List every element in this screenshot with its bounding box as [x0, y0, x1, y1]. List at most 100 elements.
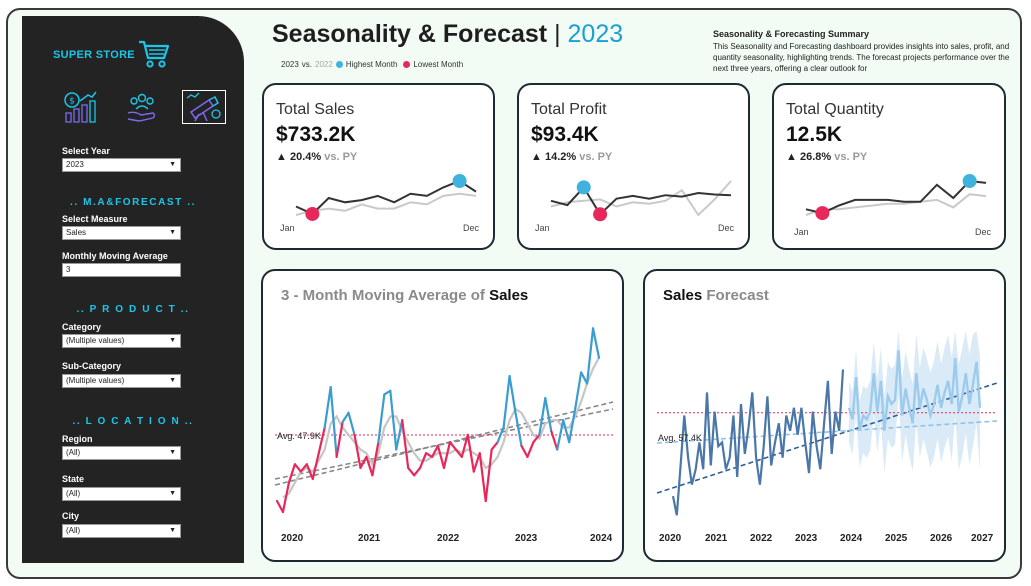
select-measure-dropdown[interactable]: Sales ▼ [62, 226, 181, 240]
lowest-month-marker [815, 206, 830, 221]
average-label: Avg. 47.9K [277, 431, 321, 441]
select-measure-value: Sales [66, 228, 87, 237]
forecast-sales-line [847, 350, 982, 432]
sales-segment [287, 463, 296, 484]
kpi-delta: ▲ 20.4% vs. PY [276, 151, 358, 163]
kpi-title: Total Sales [276, 101, 355, 118]
kpi-card-profit[interactable]: Total Profit $93.4K ▲ 14.2% vs. PY Jan D… [517, 83, 750, 250]
trend-line [274, 408, 614, 480]
sales-segment [574, 371, 583, 411]
x-tick-label: 2021 [358, 533, 381, 544]
chevron-down-icon: ▼ [169, 229, 176, 236]
select-year-value: 2023 [66, 160, 84, 169]
kpi-delta: ▲ 26.8% vs. PY [786, 151, 868, 163]
sales-segment [454, 448, 463, 458]
kpi-card-quantity[interactable]: Total Quantity 12.5K ▲ 26.8% vs. PY Jan … [772, 83, 1006, 250]
select-year-dropdown[interactable]: 2023 ▼ [62, 158, 181, 172]
sales-segment [520, 444, 529, 458]
prev-year-line [550, 180, 732, 217]
select-year-label: Select Year [62, 146, 110, 156]
sales-segment [353, 433, 362, 470]
sales-segment [407, 466, 416, 477]
title-year: 2023 [567, 20, 624, 48]
sales-segment [371, 441, 380, 477]
spark-end-label: Dec [718, 223, 735, 233]
sales-segment [436, 444, 446, 470]
chevron-down-icon: ▼ [169, 377, 176, 384]
region-dropdown[interactable]: (All) ▼ [62, 446, 181, 460]
chart-title-suffix: Forecast [706, 287, 769, 304]
forecast-chart-card[interactable]: Sales Forecast Avg. 57.4K 2020 2021 2022 20… [643, 269, 1006, 562]
brand-label: SUPER STORE [53, 49, 135, 61]
prev-year-line [295, 192, 477, 216]
sales-segment [389, 389, 398, 451]
current-year-line [295, 179, 477, 216]
legend-highest-month: Highest Month [345, 60, 398, 69]
legend-current-year: 2023 [281, 60, 299, 69]
x-tick-label: 2024 [840, 533, 863, 544]
location-section-title: .. L O C A T I O N .. [72, 416, 194, 427]
city-value: (All) [66, 526, 81, 535]
sales-segment [329, 386, 338, 458]
sales-segment [442, 441, 452, 470]
state-label: State [62, 474, 85, 484]
kpi-card-sales[interactable]: Total Sales $733.2K ▲ 20.4% vs. PY Jan D… [262, 83, 495, 250]
sales-growth-icon[interactable]: $ [58, 90, 102, 124]
kpi-delta-value: 20.4% [289, 151, 322, 163]
subcategory-dropdown[interactable]: (Multiple values) ▼ [62, 374, 181, 388]
sales-segment [275, 499, 285, 514]
highest-month-dot-icon [335, 61, 343, 68]
category-dropdown[interactable]: (Multiple values) ▼ [62, 334, 181, 348]
sales-segment [335, 420, 344, 458]
kpi-title: Total Profit [531, 101, 607, 118]
chevron-down-icon: ▼ [169, 337, 176, 344]
svg-text:$: $ [69, 97, 75, 107]
chevron-down-icon: ▼ [169, 527, 176, 534]
city-dropdown[interactable]: (All) ▼ [62, 524, 181, 538]
sparkline [550, 180, 732, 222]
sales-segment [424, 452, 434, 458]
spark-end-label: Dec [975, 227, 992, 237]
moving-average-label: Monthly Moving Average [62, 251, 168, 261]
sales-segment [508, 374, 517, 414]
customers-hand-icon[interactable] [120, 90, 164, 124]
forecast-chart [656, 331, 998, 516]
sales-segment [526, 441, 535, 458]
state-value: (All) [66, 489, 81, 498]
sales-segment [305, 463, 314, 481]
moving-average-input[interactable]: 3 [62, 263, 181, 277]
sales-segment [591, 327, 601, 359]
sales-segment [484, 448, 493, 503]
category-label: Category [62, 322, 102, 332]
kpi-title: Total Quantity [786, 101, 884, 118]
kpi-delta: ▲ 14.2% vs. PY [531, 151, 613, 163]
sales-segment [311, 452, 320, 481]
sales-segment [502, 374, 511, 429]
kpi-delta-value: 26.8% [799, 151, 832, 163]
prev-year-line [805, 193, 987, 216]
x-tick-label: 2027 [971, 533, 994, 544]
sales-segment [556, 419, 565, 451]
lowest-month-marker [305, 206, 320, 221]
sales-segment [562, 419, 571, 444]
sales-segment [478, 452, 487, 503]
trend-line [274, 401, 614, 486]
forecast-telescope-icon[interactable] [182, 90, 226, 124]
sales-segment [532, 433, 541, 444]
spark-start-label: Jan [794, 227, 809, 237]
chevron-down-icon: ▼ [169, 161, 176, 168]
moving-average-chart-card[interactable]: 3 - Month Moving Average of Sales Avg. 4… [261, 269, 624, 562]
legend-lowest-month: Lowest Month [413, 60, 464, 69]
moving-average-chart [274, 327, 614, 514]
highest-month-marker [576, 180, 591, 195]
sales-segment [347, 411, 356, 436]
state-dropdown[interactable]: (All) ▼ [62, 487, 181, 501]
x-tick-label: 2023 [795, 533, 818, 544]
chart-title-measure: Sales [489, 287, 529, 304]
kpi-delta-vs: vs. PY [579, 151, 613, 163]
x-tick-label: 2022 [437, 533, 460, 544]
sales-segment [323, 386, 332, 429]
summary-text: This Seasonality and Forecasting dashboa… [713, 42, 1010, 73]
spark-start-label: Jan [535, 223, 550, 233]
city-label: City [62, 511, 80, 521]
